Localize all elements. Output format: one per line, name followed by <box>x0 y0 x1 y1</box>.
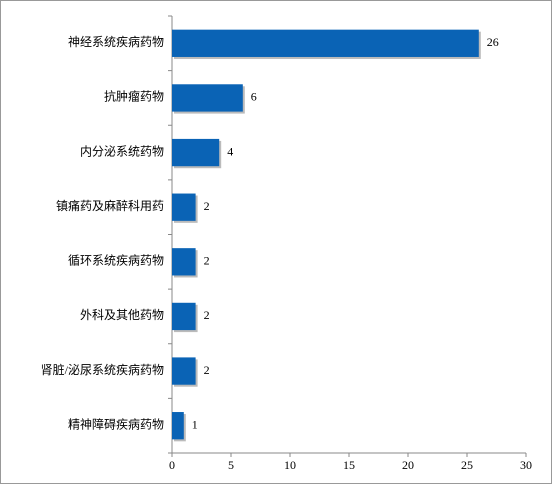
y-tick-label: 精神障碍疾病药物 <box>68 416 164 431</box>
bar <box>172 302 196 331</box>
bar <box>172 84 243 112</box>
value-label: 2 <box>204 199 210 213</box>
x-tick-label: 15 <box>343 458 355 472</box>
x-tick-label: 25 <box>461 458 473 472</box>
value-label: 2 <box>204 254 210 268</box>
y-tick-label: 内分泌系统药物 <box>80 144 164 158</box>
y-tick-label: 循环系统疾病药物 <box>68 253 164 268</box>
bar <box>172 357 196 385</box>
y-tick-label: 肾脏/泌尿系统疾病药物 <box>41 362 164 377</box>
x-tick-label: 5 <box>228 458 234 472</box>
y-tick-label: 神经系统疾病药物 <box>68 34 164 49</box>
value-label: 26 <box>487 35 499 49</box>
bar <box>172 412 184 440</box>
x-tick-label: 30 <box>520 458 532 472</box>
value-label: 6 <box>251 90 257 104</box>
y-tick-label: 镇痛药及麻醉科用药 <box>56 198 164 213</box>
x-tick-label: 20 <box>402 458 414 472</box>
value-label: 2 <box>204 363 210 377</box>
bar <box>172 193 196 221</box>
y-tick-label: 外科及其他药物 <box>80 308 164 322</box>
value-label: 1 <box>192 417 198 431</box>
value-label: 4 <box>227 144 233 158</box>
bar <box>172 138 220 167</box>
y-tick-label: 抗肿瘤药物 <box>104 89 164 104</box>
x-tick-label: 0 <box>169 458 175 472</box>
bar <box>172 248 196 276</box>
value-label: 2 <box>204 308 210 322</box>
x-tick-label: 10 <box>284 458 296 472</box>
bar <box>172 29 479 57</box>
